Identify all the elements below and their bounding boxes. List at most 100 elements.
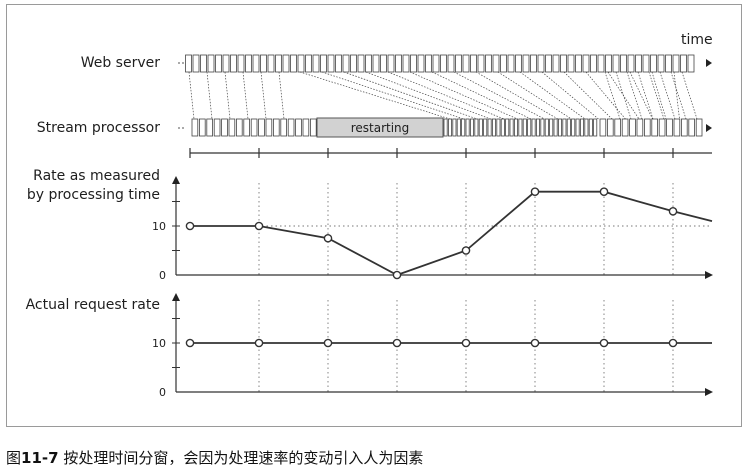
processed-box [527, 118, 532, 137]
request-box [365, 54, 372, 73]
request-box [462, 54, 470, 73]
processed-box [496, 118, 501, 137]
processed-box [688, 118, 695, 137]
mapping-line [585, 71, 626, 120]
processed-box [695, 118, 703, 137]
processed-box [562, 118, 567, 137]
processed-box [518, 118, 523, 137]
request-box [515, 54, 522, 73]
processed-box [549, 118, 554, 137]
processed-box [636, 118, 644, 137]
processed-box [629, 118, 636, 137]
request-box [447, 54, 455, 73]
processed-box [681, 118, 688, 137]
mapping-line [673, 71, 680, 120]
request-box [252, 54, 260, 73]
mapping-line [626, 71, 643, 120]
request-box [470, 54, 477, 73]
web-server-label: Web server [81, 55, 161, 71]
stream-processor-track [178, 118, 712, 137]
request-box [440, 54, 447, 73]
processed-box [191, 118, 199, 137]
request-box [290, 54, 297, 73]
web-track-arrow [706, 59, 712, 67]
caption-text: 按处理时间分窗，会因为处理速率的变动引入人为因素 [58, 449, 424, 467]
restarting-label: restarting [351, 121, 410, 135]
request-box [387, 54, 395, 73]
request-box [477, 54, 485, 73]
processed-box [644, 118, 651, 137]
processed-box [487, 118, 492, 137]
processing-time-rate-chart: 10 0 [152, 176, 713, 282]
processed-box [580, 118, 585, 137]
request-box [185, 54, 192, 73]
data-point [599, 338, 609, 348]
request-box [237, 54, 245, 73]
x-axis-arrow [705, 388, 713, 396]
mapping-line [615, 71, 632, 120]
processed-box [658, 118, 666, 137]
x-axis-arrow [705, 271, 713, 279]
y-tick-label-10: 10 [152, 220, 166, 233]
mapping-line [431, 71, 532, 120]
request-box [417, 54, 425, 73]
request-box [380, 54, 387, 73]
processed-box [272, 118, 280, 137]
actual-request-rate-chart: 10 0 [152, 293, 713, 399]
request-box [642, 54, 650, 73]
processed-box [558, 118, 563, 137]
y-tick-label-0: 0 [159, 386, 166, 399]
request-box [395, 54, 402, 73]
processed-box [509, 118, 514, 137]
request-box [455, 54, 462, 73]
y-axis-arrow [172, 176, 180, 184]
mapping-line [343, 71, 478, 120]
request-box [605, 54, 612, 73]
processed-box [673, 118, 681, 137]
request-box [275, 54, 282, 73]
request-box [410, 54, 417, 73]
mapping-line [659, 71, 676, 120]
stream-processor-label: Stream processor [37, 120, 160, 136]
processed-box [443, 118, 448, 137]
request-box [687, 54, 695, 73]
mapping-line [651, 71, 667, 120]
time-axis [189, 148, 712, 158]
processed-box [566, 118, 571, 137]
request-box [620, 54, 627, 73]
request-box [582, 54, 590, 73]
processed-box [250, 118, 258, 137]
processed-box [500, 118, 505, 137]
request-box [245, 54, 252, 73]
processed-box [206, 118, 214, 137]
processed-box [593, 118, 598, 137]
processed-box [213, 118, 221, 137]
request-box [545, 54, 552, 73]
request-box [627, 54, 635, 73]
data-point [323, 233, 333, 243]
processed-box [302, 118, 310, 137]
y-tick-label-0: 0 [159, 269, 166, 282]
processed-box [491, 118, 496, 137]
web-server-track [178, 54, 712, 73]
processed-box [258, 118, 265, 137]
request-box [230, 54, 237, 73]
processed-box [456, 118, 461, 137]
request-box [560, 54, 567, 73]
data-point [530, 338, 540, 348]
mapping-line [519, 71, 586, 120]
processed-box [483, 118, 488, 137]
processed-box [607, 118, 614, 137]
request-box [612, 54, 620, 73]
mapping-line [648, 71, 665, 120]
proc-track-arrow [706, 124, 712, 132]
processed-box [571, 118, 576, 137]
series-line [190, 190, 713, 276]
mapping-line [321, 71, 464, 120]
processed-box [235, 118, 243, 137]
request-box [192, 54, 200, 73]
processed-box [505, 118, 510, 137]
restarting-box [316, 117, 444, 138]
mapping-line [637, 71, 654, 120]
processed-box [540, 118, 545, 137]
